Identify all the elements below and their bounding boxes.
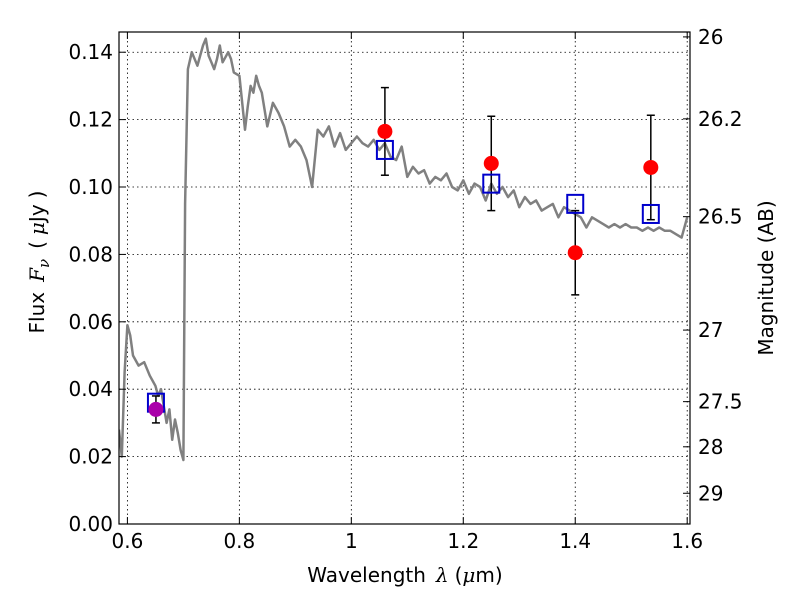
x-tick-label: 0.6 <box>111 529 143 553</box>
observed-point-special <box>148 401 164 417</box>
synthetic-square <box>482 173 501 194</box>
x-tick-label: 1 <box>345 529 358 553</box>
y2-tick-label: 26.2 <box>698 107 743 131</box>
y2-tick-label: 27 <box>698 318 723 342</box>
plot-frame <box>118 31 691 525</box>
y2-tick-label: 29 <box>698 481 723 505</box>
x-axis-label: Wavelength λ (μm) <box>307 563 502 587</box>
y2-tick-label: 26 <box>698 25 723 49</box>
model-spectrum <box>119 37 689 462</box>
synthetic-square <box>375 139 394 160</box>
x-axis-ticks: 0.6 0.8 1 1.2 1.4 1.6 <box>111 32 703 553</box>
grid-lines <box>119 32 690 524</box>
observed-point <box>377 123 393 139</box>
x-tick-label: 1.2 <box>447 529 479 553</box>
synthetic-square <box>641 203 660 224</box>
y2-tick-label: 26.5 <box>698 205 743 229</box>
observed-photometry <box>148 123 659 417</box>
model-spectrum-line <box>119 37 689 462</box>
y-axis-label: FluxFν(μJy) <box>25 191 53 334</box>
x-tick-label: 0.8 <box>223 529 255 553</box>
x-tick-label: 1.4 <box>559 529 591 553</box>
y2-tick-label: 27.5 <box>698 390 743 414</box>
y2-axis-label: Magnitude (AB) <box>754 200 778 355</box>
observed-point <box>483 155 499 171</box>
observed-point <box>643 159 659 175</box>
synthetic-square <box>566 193 585 214</box>
y-tick-label: 0.02 <box>68 445 113 469</box>
synthetic-photometry <box>146 139 660 413</box>
y-tick-label: 0.10 <box>68 175 113 199</box>
y-tick-label: 0.06 <box>68 310 113 334</box>
y-tick-label: 0.00 <box>68 512 113 536</box>
x-tick-label: 1.6 <box>671 529 703 553</box>
y-tick-label: 0.04 <box>68 377 113 401</box>
y-tick-label: 0.12 <box>68 108 113 132</box>
y2-tick-label: 28 <box>698 435 723 459</box>
y-tick-label: 0.08 <box>68 242 113 266</box>
observed-point <box>567 245 583 261</box>
y-tick-label: 0.14 <box>68 40 113 64</box>
y-axis-ticks: 0.00 0.02 0.04 0.06 0.08 0.10 0.12 0.14 <box>68 40 126 536</box>
y2-axis-ticks: 26 26.2 26.5 27 27.5 28 29 <box>683 25 743 505</box>
